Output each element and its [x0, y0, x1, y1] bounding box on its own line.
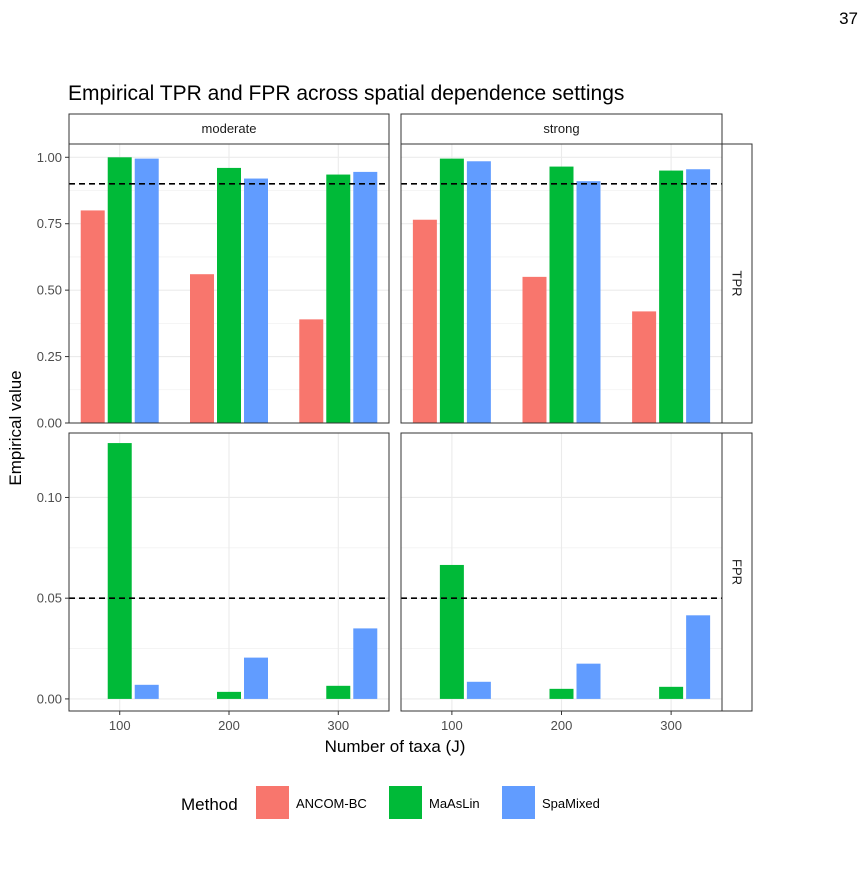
bar-spamixed-200: [244, 178, 268, 423]
facet-strip-box: [721, 432, 753, 712]
y-tick-label: 0.50: [37, 283, 62, 298]
facet-strip-tpr: TPR: [721, 143, 753, 424]
legend-title: Method: [181, 795, 238, 814]
x-tick-label: 300: [327, 718, 349, 733]
x-tick-label: 300: [660, 718, 682, 733]
legend-entry-ancom-bc: ANCOM-BC: [256, 786, 367, 819]
panel-border: [68, 143, 390, 424]
facet-strip-label: TPR: [730, 271, 745, 297]
bar-maaslin-200: [549, 688, 574, 699]
panels-layer: moderate strong TPR FPR 0.00 0.25 0.50 0.75 1.00…: [37, 113, 753, 733]
bar-maaslin-300: [659, 686, 684, 699]
facet-strip-box: [721, 143, 753, 424]
bar-spamixed-300: [353, 171, 378, 423]
facet-strip-strong: strong: [400, 113, 723, 145]
x-tick-label: 200: [551, 718, 573, 733]
bar-maaslin-100: [439, 158, 464, 423]
legend-swatch: [256, 786, 289, 819]
bar-maaslin-100: [107, 157, 132, 424]
bar-ancom-bc-200: [190, 274, 214, 423]
facet-strip-box: [68, 113, 390, 145]
bar-ancom-bc-200: [522, 276, 547, 423]
facet-strip-label: strong: [543, 121, 579, 136]
bar-maaslin-200: [217, 167, 241, 423]
bar-ancom-bc-100: [80, 210, 105, 423]
bar-spamixed-300: [686, 615, 711, 699]
bar-spamixed-300: [686, 169, 711, 423]
y-tick-label: 0.25: [37, 349, 62, 364]
page-number: 37: [839, 9, 858, 28]
y-tick-label: 1.00: [37, 150, 62, 165]
legend-entry-spamixed: SpaMixed: [502, 786, 600, 819]
legend-swatch: [502, 786, 535, 819]
bar-spamixed-300: [353, 628, 378, 699]
bar-maaslin-200: [217, 691, 241, 699]
legend-entry-maaslin: MaAsLin: [389, 786, 480, 819]
panel-fpr-moderate: 0.00 0.05 0.10 100 200 300: [37, 432, 390, 733]
bar-spamixed-100: [466, 161, 491, 423]
panel-border: [400, 143, 723, 424]
panel-tpr-moderate: 0.00 0.25 0.50 0.75 1.00: [37, 143, 390, 431]
legend: Method ANCOM-BC MaAsLin SpaMixed: [181, 786, 600, 819]
bar-ancom-bc-300: [632, 311, 657, 423]
panel-fpr-strong: 100 200 300: [400, 432, 723, 733]
x-tick-label: 100: [109, 718, 131, 733]
bar-spamixed-200: [244, 657, 268, 699]
bar-maaslin-100: [107, 443, 132, 699]
bar-ancom-bc-100: [412, 219, 437, 423]
panel-tpr-strong: [400, 143, 723, 424]
bar-ancom-bc-300: [299, 319, 324, 423]
bar-spamixed-100: [466, 681, 491, 699]
x-axis-label: Number of taxa (J): [325, 737, 466, 756]
facet-strip-box: [400, 113, 723, 145]
bar-spamixed-100: [134, 684, 159, 699]
y-tick-label: 0.05: [37, 591, 62, 606]
bar-maaslin-300: [659, 170, 684, 423]
x-tick-label: 100: [441, 718, 463, 733]
facet-strip-fpr: FPR: [721, 432, 753, 712]
bar-maaslin-100: [439, 564, 464, 699]
y-tick-label: 0.00: [37, 691, 62, 706]
bar-maaslin-300: [326, 174, 351, 423]
y-tick-label: 0.75: [37, 216, 62, 231]
bar-spamixed-200: [576, 181, 601, 423]
facet-strip-moderate: moderate: [68, 113, 390, 145]
facet-strip-label: moderate: [202, 121, 257, 136]
x-tick-label: 200: [218, 718, 240, 733]
bar-spamixed-200: [576, 663, 601, 699]
y-tick-label: 0.00: [37, 416, 62, 431]
bar-maaslin-300: [326, 685, 351, 699]
bar-spamixed-100: [134, 158, 159, 423]
chart-title: Empirical TPR and FPR across spatial dep…: [68, 82, 624, 105]
legend-label: SpaMixed: [542, 796, 600, 811]
y-tick-label: 0.10: [37, 490, 62, 505]
legend-label: ANCOM-BC: [296, 796, 367, 811]
facet-strip-label: FPR: [730, 559, 745, 585]
bar-maaslin-200: [549, 166, 574, 424]
legend-swatch: [389, 786, 422, 819]
y-axis-label: Empirical value: [6, 370, 25, 485]
legend-label: MaAsLin: [429, 796, 480, 811]
